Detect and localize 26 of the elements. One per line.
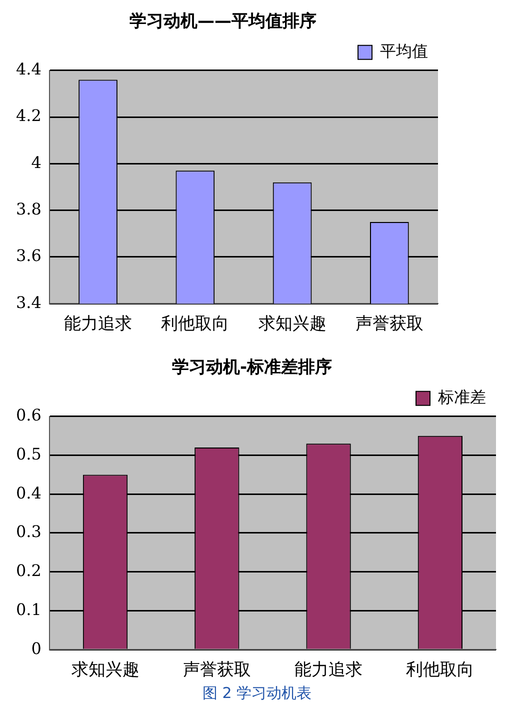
x-tick-label: 利他取向 xyxy=(406,660,474,680)
x-tick-label: 能力追求 xyxy=(64,314,132,334)
legend-label: 平均值 xyxy=(380,42,428,61)
y-tick-label: 3.4 xyxy=(16,292,42,312)
x-tick-label: 求知兴趣 xyxy=(71,660,140,680)
y-tick-label: 0.5 xyxy=(16,444,42,464)
y-tick-label: 0 xyxy=(31,638,42,658)
chart-title: 学习动机——平均值排序 xyxy=(130,12,316,32)
x-tick-label: 利他取向 xyxy=(161,314,230,334)
y-tick-label: 4 xyxy=(31,152,42,172)
y-tick-label: 3.6 xyxy=(16,246,42,266)
x-tick-label: 求知兴趣 xyxy=(258,314,326,334)
legend-label: 标准差 xyxy=(437,388,486,407)
x-tick-label: 能力追求 xyxy=(294,660,363,680)
x-tick-label: 声誉获取 xyxy=(355,314,424,334)
y-tick-label: 0.6 xyxy=(16,406,42,425)
y-tick-label: 0.1 xyxy=(16,600,42,619)
x-tick-label: 声誉获取 xyxy=(182,660,251,680)
y-tick-label: 0.3 xyxy=(16,522,42,542)
chart-title: 学习动机-标准差排序 xyxy=(172,358,332,378)
y-tick-label: 4.2 xyxy=(16,106,42,126)
y-tick-label: 0.2 xyxy=(16,561,42,580)
caption: 图 2 学习动机表 xyxy=(201,684,313,703)
y-tick-label: 4.4 xyxy=(16,60,42,79)
y-tick-label: 3.8 xyxy=(16,199,42,218)
y-tick-label: 0.4 xyxy=(16,483,42,502)
